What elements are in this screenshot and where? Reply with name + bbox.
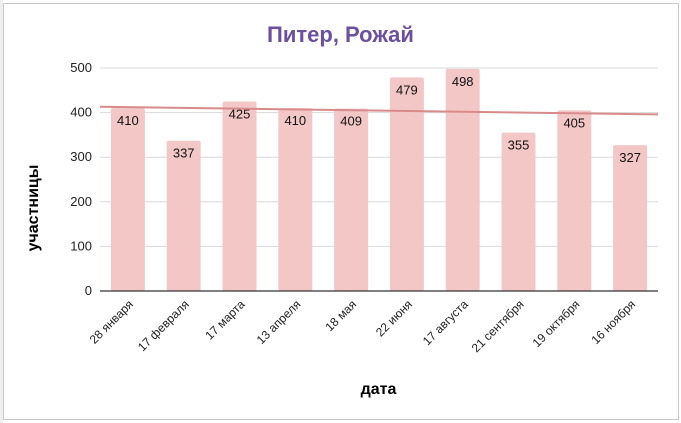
bar-value-label: 405 (563, 115, 585, 130)
y-tick-label: 300 (70, 149, 92, 164)
bar-value-label: 479 (396, 82, 418, 97)
x-tick-label: 21 сентября (469, 297, 527, 355)
trendline (99, 105, 659, 116)
x-tick-label: 16 ноября (588, 297, 638, 347)
bar (110, 108, 145, 291)
x-axis-label: дата (360, 381, 397, 398)
y-tick-label: 400 (70, 105, 92, 120)
chart-border (3, 3, 679, 420)
bar-value-label: 425 (229, 106, 251, 121)
bar (222, 101, 257, 291)
x-tick-label: 28 января (87, 297, 136, 346)
bar (334, 108, 369, 291)
bar-value-label: 409 (340, 114, 362, 129)
bar-value-label: 410 (117, 113, 139, 128)
bar (557, 110, 592, 292)
bar-value-label: 355 (508, 138, 530, 153)
y-tick-label: 0 (85, 283, 92, 298)
bar (389, 77, 424, 291)
bar-value-label: 327 (619, 150, 641, 165)
bar (278, 108, 313, 291)
bar (166, 140, 201, 291)
chart-title: Питер, Рожай (267, 22, 414, 47)
bar (445, 68, 480, 291)
y-tick-label: 500 (70, 60, 92, 75)
bar-value-label: 337 (173, 146, 195, 161)
x-tick-label: 22 июня (373, 297, 415, 339)
y-tick-label: 100 (70, 238, 92, 253)
bar-value-label: 410 (284, 113, 306, 128)
bar (501, 132, 536, 291)
x-tick-label: 19 октября (530, 297, 583, 350)
y-tick-label: 200 (70, 194, 92, 209)
bar (613, 145, 648, 291)
bar-value-label: 498 (452, 74, 474, 89)
sheet-edge (0, 0, 3, 423)
x-tick-label: 17 августа (420, 297, 471, 348)
x-tick-label: 17 марта (202, 297, 248, 343)
x-tick-label: 18 мая (322, 297, 359, 334)
x-tick-label: 17 февраля (135, 297, 192, 354)
x-tick-label: 13 апреля (254, 297, 304, 347)
